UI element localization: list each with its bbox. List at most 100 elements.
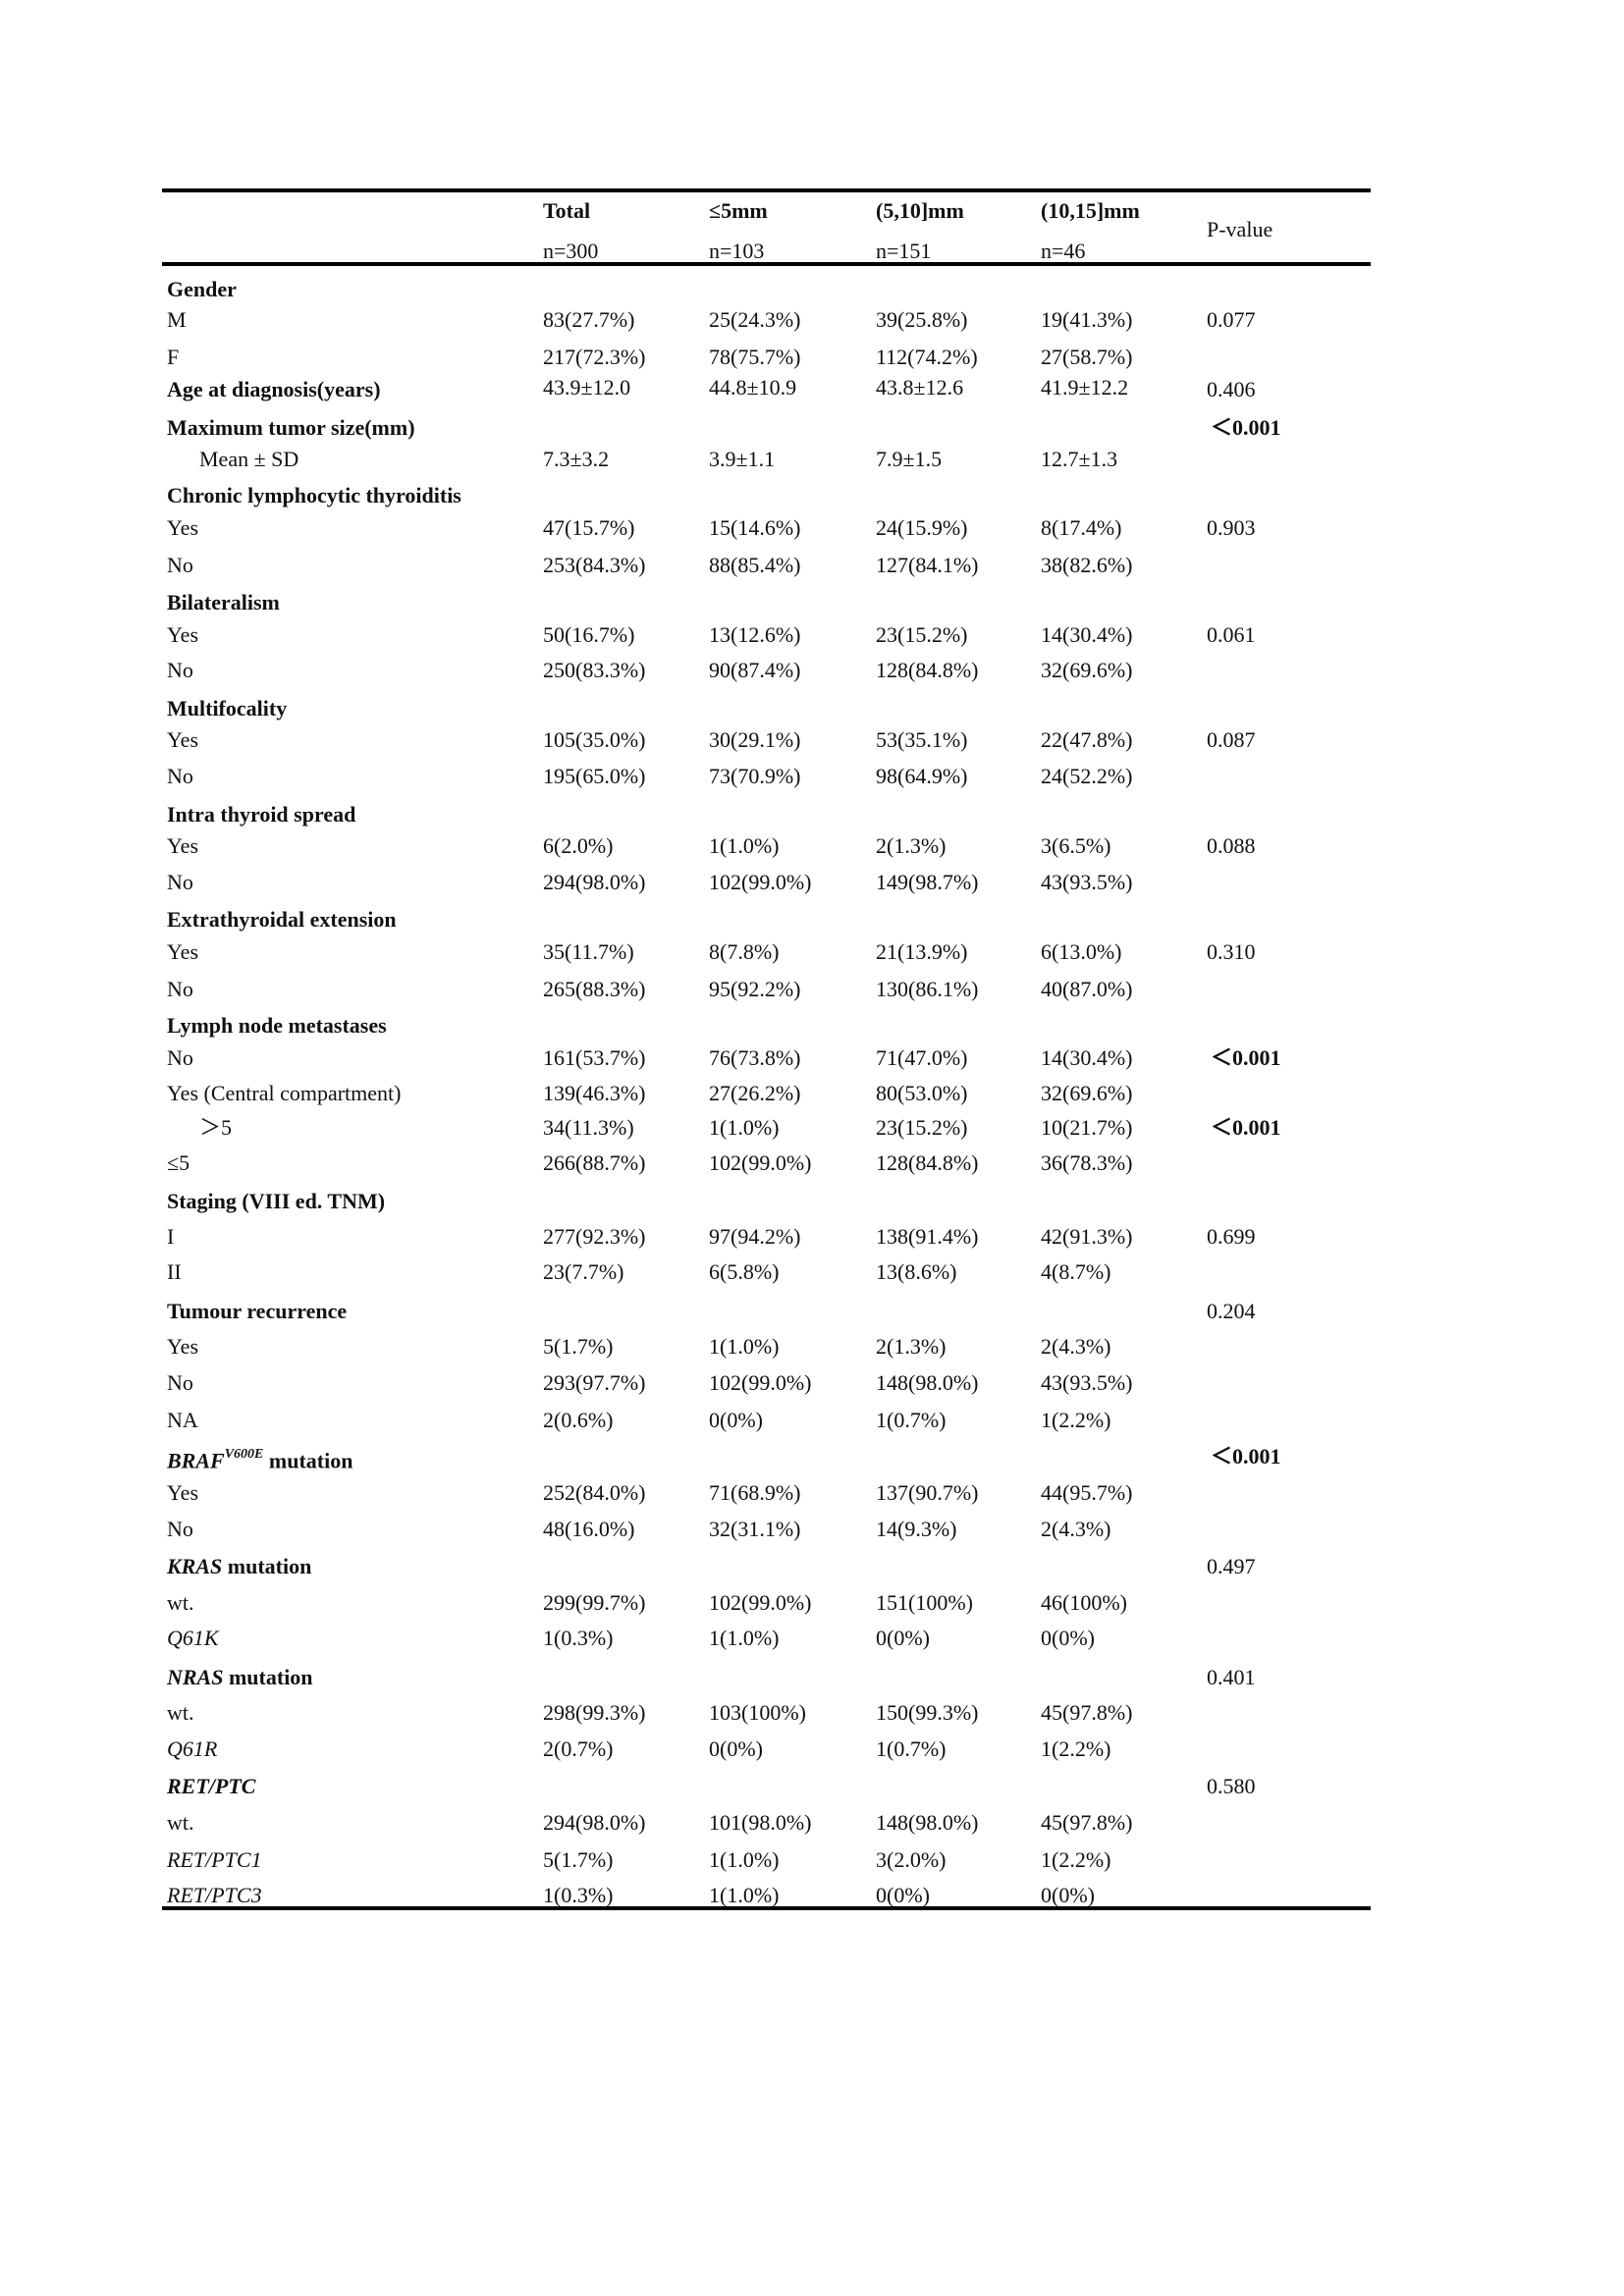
cell-5-10: 127(84.1%): [876, 553, 979, 577]
gene-name: RET/PTC: [167, 1774, 256, 1798]
row-label: No: [167, 764, 193, 788]
cell-pvalue: ＜0.001: [1211, 1045, 1281, 1070]
cell-5-10: 128(84.8%): [876, 1150, 979, 1175]
cell-total: 5(1.7%): [543, 1334, 614, 1359]
header-total-n: n=300: [543, 239, 599, 263]
cell-total: 50(16.7%): [543, 622, 635, 647]
cell-10-15: 1(2.2%): [1041, 1408, 1111, 1432]
cell-10-15: 0(0%): [1041, 1883, 1095, 1907]
cell-total: 250(83.3%): [543, 658, 646, 682]
cell-pvalue: 0.406: [1207, 377, 1256, 401]
cell-5-10: 130(86.1%): [876, 977, 979, 1001]
row-label: NA: [167, 1408, 198, 1432]
cell-5-10: 23(15.2%): [876, 1115, 968, 1140]
row-group-label: Maximum tumor size(mm): [167, 415, 415, 440]
row-label: II: [167, 1259, 182, 1284]
row-label: wt.: [167, 1700, 194, 1725]
label-suffix: mutation: [223, 1665, 313, 1689]
cell-10-15: 40(87.0%): [1041, 977, 1133, 1001]
cell-10-15: 38(82.6%): [1041, 553, 1133, 577]
cell-le5: 97(94.2%): [709, 1224, 801, 1249]
cell-10-15: 14(30.4%): [1041, 622, 1133, 647]
header-le5-n: n=103: [709, 239, 765, 263]
cell-10-15: 0(0%): [1041, 1626, 1095, 1650]
cell-total: 293(97.7%): [543, 1370, 646, 1395]
row-label: Yes: [167, 515, 199, 540]
gene-name: NRAS: [167, 1665, 224, 1689]
header-pvalue: P-value: [1207, 217, 1273, 241]
cell-5-10: 21(13.9%): [876, 939, 968, 964]
cell-le5: 71(68.9%): [709, 1480, 801, 1505]
cell-5-10: 24(15.9%): [876, 515, 968, 540]
row-label: Yes: [167, 833, 199, 858]
cell-pvalue: ＜0.001: [1211, 1444, 1281, 1468]
row-label: ≤5: [167, 1150, 190, 1175]
cell-5-10: 148(98.0%): [876, 1370, 979, 1395]
cell-le5: 1(1.0%): [709, 1626, 780, 1650]
row-label: No: [167, 977, 193, 1001]
cell-5-10: 1(0.7%): [876, 1736, 947, 1761]
cell-pvalue: 0.310: [1207, 939, 1256, 964]
cell-total: 2(0.6%): [543, 1408, 614, 1432]
cell-10-15: 4(8.7%): [1041, 1259, 1111, 1284]
cell-10-15: 1(2.2%): [1041, 1847, 1111, 1872]
row-group-label: Staging (VIII ed. TNM): [167, 1189, 386, 1213]
cell-5-10: 53(35.1%): [876, 727, 968, 752]
row-label: No: [167, 870, 193, 894]
cell-5-10: 80(53.0%): [876, 1081, 968, 1105]
cell-le5: 102(99.0%): [709, 1590, 812, 1615]
header-rule: [162, 262, 1371, 266]
cell-5-10: 98(64.9%): [876, 764, 968, 788]
row-label: Mean ± SD: [199, 447, 299, 471]
row-label: Q61R: [167, 1736, 218, 1761]
cell-5-10: 1(0.7%): [876, 1408, 947, 1432]
bottom-rule: [162, 1906, 1371, 1910]
cell-10-15: 27(58.7%): [1041, 345, 1133, 369]
cell-10-15: 43(93.5%): [1041, 1370, 1133, 1395]
cell-5-10: 43.8±12.6: [876, 375, 964, 400]
cell-total: 265(88.3%): [543, 977, 646, 1001]
cell-total: 7.3±3.2: [543, 447, 610, 471]
row-label: RET/PTC1: [167, 1847, 262, 1872]
cell-10-15: 46(100%): [1041, 1590, 1127, 1615]
row-group-label: Multifocality: [167, 696, 288, 721]
cell-le5: 90(87.4%): [709, 658, 801, 682]
row-group-label: NRAS mutation: [167, 1665, 313, 1690]
cell-total: 298(99.3%): [543, 1700, 646, 1725]
row-label: RET/PTC3: [167, 1883, 262, 1907]
header-le5: ≤5mm: [709, 198, 768, 223]
row-label: I: [167, 1224, 175, 1249]
cell-pvalue: 0.077: [1207, 307, 1256, 332]
cell-5-10: 148(98.0%): [876, 1810, 979, 1835]
cell-total: 1(0.3%): [543, 1883, 614, 1907]
row-label: M: [167, 307, 187, 332]
row-label: wt.: [167, 1590, 194, 1615]
cell-total: 2(0.7%): [543, 1736, 614, 1761]
cell-pvalue: 0.088: [1207, 833, 1256, 858]
cell-total: 83(27.7%): [543, 307, 635, 332]
cell-5-10: 150(99.3%): [876, 1700, 979, 1725]
cell-5-10: 149(98.7%): [876, 870, 979, 894]
cell-total: 35(11.7%): [543, 939, 634, 964]
cell-total: 48(16.0%): [543, 1517, 635, 1541]
cell-pvalue: ＜0.001: [1211, 415, 1281, 440]
cell-le5: 1(1.0%): [709, 833, 780, 858]
row-label: Q61K: [167, 1626, 219, 1650]
row-group-label: Chronic lymphocytic thyroiditis: [167, 483, 461, 507]
cell-total: 47(15.7%): [543, 515, 635, 540]
row-label: F: [167, 345, 180, 369]
row-label: Yes: [167, 1334, 199, 1359]
cell-10-15: 6(13.0%): [1041, 939, 1122, 964]
row-group-label: Intra thyroid spread: [167, 802, 356, 827]
cell-total: 6(2.0%): [543, 833, 614, 858]
variant-superscript: V600E: [224, 1447, 264, 1462]
label-suffix: mutation: [263, 1448, 353, 1473]
cell-total: 43.9±12.0: [543, 375, 631, 400]
cell-le5: 88(85.4%): [709, 553, 801, 577]
cell-le5: 25(24.3%): [709, 307, 801, 332]
cell-10-15: 12.7±1.3: [1041, 447, 1118, 471]
cell-le5: 13(12.6%): [709, 622, 801, 647]
cell-5-10: 2(1.3%): [876, 1334, 947, 1359]
cell-le5: 44.8±10.9: [709, 375, 797, 400]
cell-total: 299(99.7%): [543, 1590, 646, 1615]
